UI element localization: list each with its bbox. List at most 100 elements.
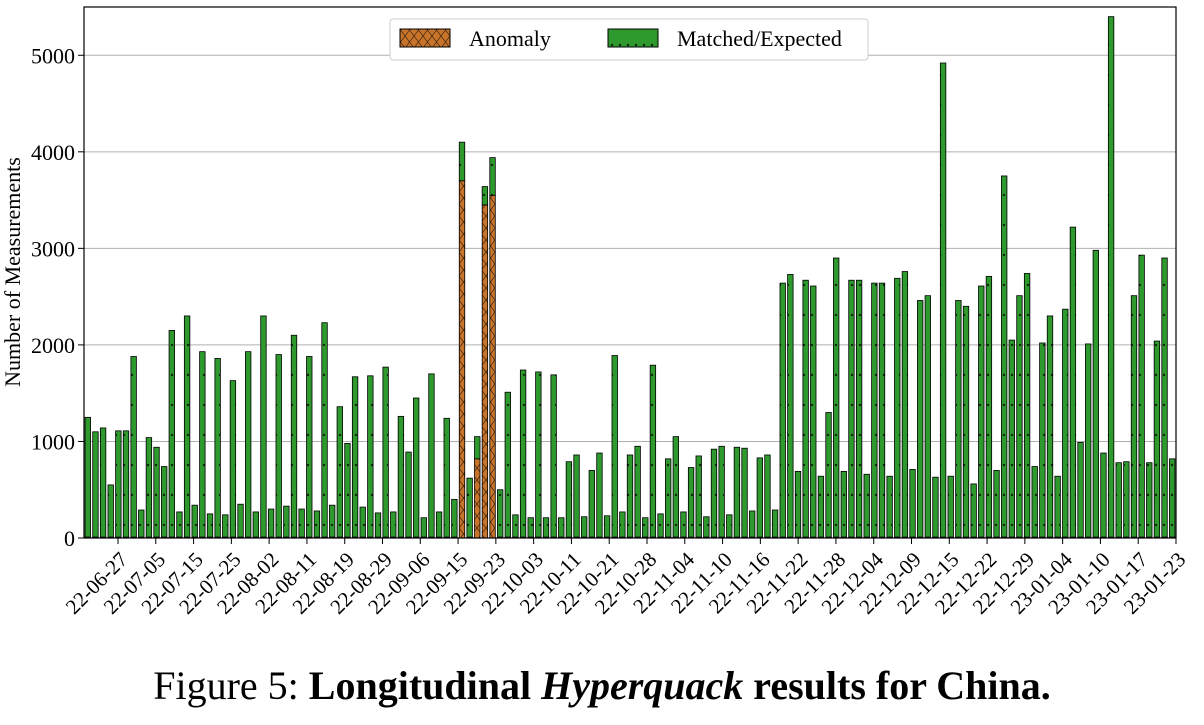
bar-matched bbox=[107, 484, 114, 538]
bar-matched bbox=[886, 475, 893, 538]
caption-italic: Hyperquack bbox=[541, 663, 744, 708]
bar-matched bbox=[932, 476, 939, 538]
bar-matched bbox=[558, 517, 565, 538]
bar-matched bbox=[451, 498, 458, 538]
bar-anomaly bbox=[458, 180, 466, 539]
bar-matched bbox=[726, 514, 733, 538]
bar-matched bbox=[581, 516, 588, 538]
legend-label-matched: Matched/Expected bbox=[677, 26, 842, 51]
bar-matched bbox=[138, 509, 145, 538]
bar-matched bbox=[817, 475, 825, 538]
bar-matched bbox=[130, 356, 137, 538]
bar-matched bbox=[970, 483, 977, 538]
bar-matched bbox=[237, 503, 244, 538]
bar-matched bbox=[787, 274, 794, 538]
y-tick-label: 3000 bbox=[31, 236, 75, 261]
x-axis: 22-06-2722-07-0522-07-1522-07-2522-08-02… bbox=[61, 538, 1190, 619]
bar-matched bbox=[749, 510, 756, 538]
bar-matched bbox=[458, 141, 466, 182]
bar-matched bbox=[1016, 295, 1023, 538]
bar-anomaly bbox=[474, 458, 481, 539]
bar-matched bbox=[894, 277, 901, 538]
bar-matched bbox=[344, 442, 351, 538]
bar-matched bbox=[390, 511, 397, 538]
bar-matched bbox=[985, 275, 993, 538]
bar-matched bbox=[267, 508, 275, 538]
bar-matched bbox=[222, 514, 229, 538]
bar-matched bbox=[420, 517, 427, 538]
bar-matched bbox=[718, 445, 725, 538]
bar-matched bbox=[252, 511, 259, 538]
bar-anomaly bbox=[481, 204, 489, 539]
bar-matched bbox=[871, 282, 878, 538]
bar-matched bbox=[794, 470, 802, 538]
bar-matched bbox=[92, 431, 99, 538]
bar-matched bbox=[542, 517, 550, 538]
bar-matched bbox=[733, 446, 741, 538]
bar-matched bbox=[771, 509, 779, 538]
bar-matched bbox=[978, 285, 985, 538]
bar-matched bbox=[619, 511, 626, 538]
bar-matched bbox=[1077, 442, 1084, 538]
bar-matched bbox=[367, 375, 374, 538]
bar-matched bbox=[703, 516, 710, 538]
bar-matched bbox=[245, 351, 252, 538]
bar-matched bbox=[1130, 295, 1138, 538]
legend: Anomaly Matched/Expected bbox=[389, 18, 869, 61]
bar-matched bbox=[802, 279, 809, 538]
legend-label-anomaly: Anomaly bbox=[469, 26, 551, 51]
bar-matched bbox=[993, 470, 1000, 538]
bar-matched bbox=[947, 475, 954, 538]
bar-matched bbox=[833, 257, 840, 538]
bar-matched bbox=[1039, 342, 1046, 538]
bar-matched bbox=[161, 466, 168, 538]
bar-matched bbox=[855, 279, 863, 538]
bar-matched bbox=[955, 300, 962, 538]
y-tick-label: 5000 bbox=[31, 43, 75, 68]
bar-matched bbox=[863, 473, 870, 538]
bar-matched bbox=[1008, 339, 1015, 538]
bar-matched bbox=[680, 511, 687, 538]
bar-matched bbox=[878, 282, 886, 538]
bar-matched bbox=[573, 454, 580, 538]
bar-matched bbox=[275, 354, 282, 538]
bar-matched bbox=[466, 477, 473, 538]
bar-matched bbox=[535, 371, 542, 538]
bar-matched bbox=[611, 355, 618, 538]
bar-matched bbox=[672, 436, 679, 538]
bar-matched bbox=[1046, 315, 1054, 538]
bar-matched bbox=[1123, 461, 1130, 538]
y-axis-label: Number of Measurements bbox=[0, 157, 25, 387]
bar-matched bbox=[657, 513, 664, 538]
bar-matched bbox=[191, 504, 198, 538]
bar-matched bbox=[909, 469, 916, 538]
bar-matched bbox=[306, 356, 313, 538]
bar-matched bbox=[917, 300, 924, 538]
bar-matched bbox=[413, 397, 420, 538]
bar-matched bbox=[199, 351, 206, 538]
bar-matched bbox=[1107, 16, 1115, 538]
bar-matched bbox=[351, 376, 359, 538]
plot-frame bbox=[83, 6, 1177, 539]
bar-matched bbox=[214, 358, 221, 538]
bar-matched bbox=[1069, 226, 1077, 538]
bar-matched bbox=[168, 330, 175, 538]
bar-matched bbox=[290, 334, 298, 538]
bar-matched bbox=[474, 436, 481, 460]
bar-anomaly bbox=[489, 194, 496, 539]
bar-matched bbox=[512, 514, 519, 538]
bar-matched bbox=[428, 373, 435, 538]
bar-matched bbox=[84, 416, 91, 538]
bar-matched bbox=[649, 364, 657, 538]
y-tick-label: 2000 bbox=[31, 333, 75, 358]
bar-matched bbox=[435, 511, 443, 538]
bar-matched bbox=[550, 374, 557, 538]
bar-matched bbox=[283, 505, 290, 538]
caption-bold-after: results for China. bbox=[743, 663, 1051, 708]
bar-matched bbox=[489, 157, 496, 196]
bar-matched bbox=[1138, 254, 1145, 538]
bar-matched bbox=[99, 427, 107, 538]
bar-matched bbox=[848, 279, 855, 538]
bar-matched bbox=[687, 467, 695, 538]
bar-matched bbox=[260, 315, 267, 538]
